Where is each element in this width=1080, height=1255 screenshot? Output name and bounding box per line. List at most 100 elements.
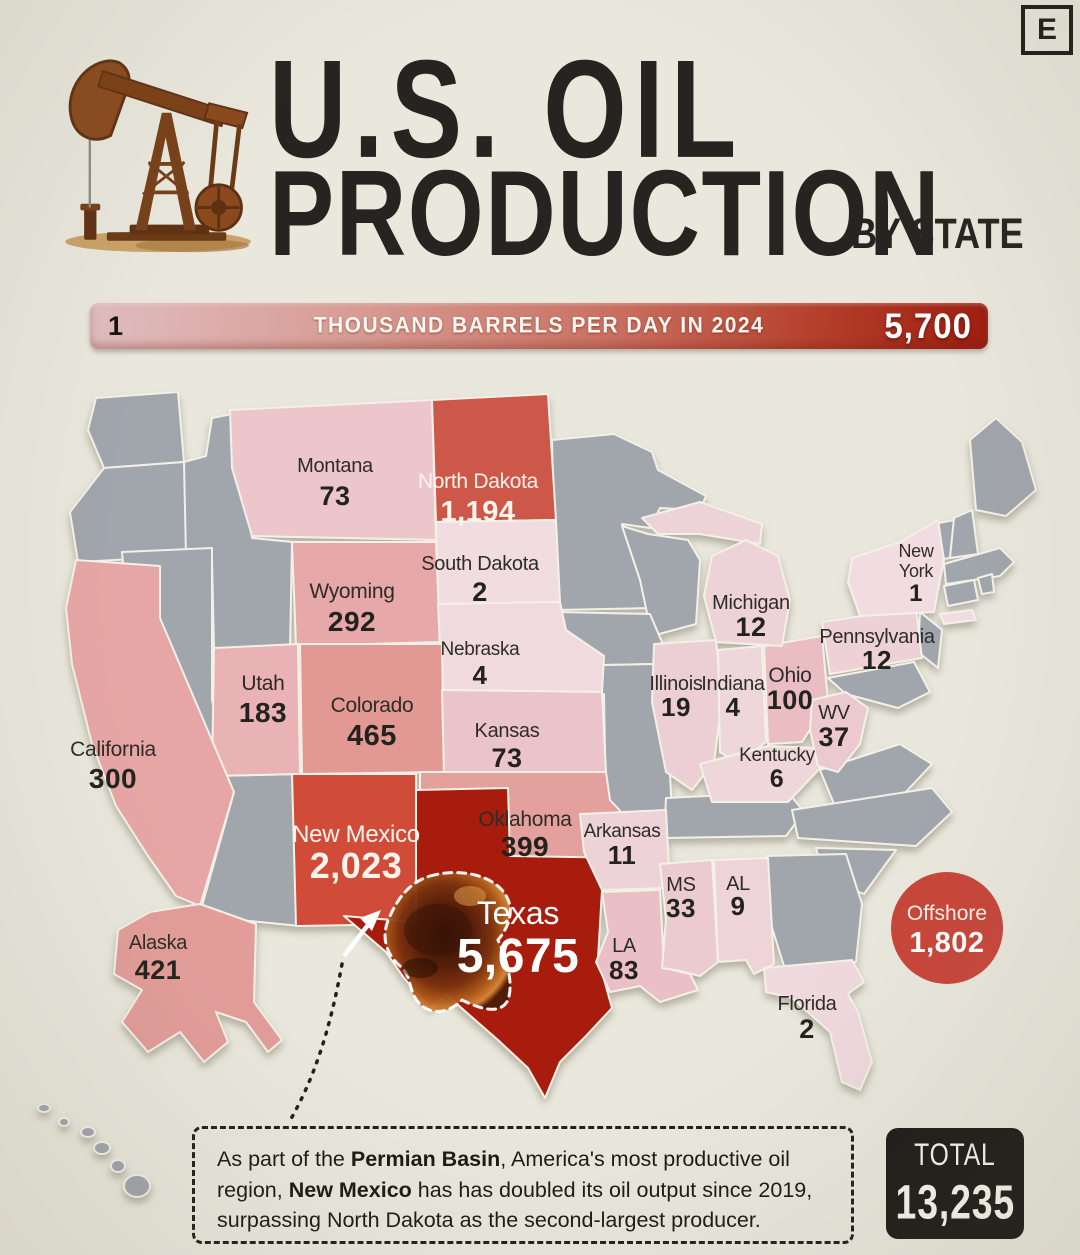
svg-text:12: 12 xyxy=(735,612,766,642)
svg-text:5,675: 5,675 xyxy=(457,930,580,983)
total-box: TOTAL 13,235 xyxy=(886,1128,1024,1239)
svg-text:New Mexico: New Mexico xyxy=(292,821,420,848)
svg-text:6: 6 xyxy=(770,765,784,793)
svg-text:Utah: Utah xyxy=(241,672,284,695)
state-shape-alaska xyxy=(113,903,283,1063)
svg-text:Pennsylvania: Pennsylvania xyxy=(819,626,936,648)
svg-text:WV: WV xyxy=(818,702,851,724)
svg-text:9: 9 xyxy=(731,891,746,921)
svg-text:Texas: Texas xyxy=(477,895,559,931)
state-label-al: AL9 xyxy=(726,873,750,921)
svg-text:33: 33 xyxy=(666,893,696,923)
state-shape-massachusetts xyxy=(943,547,1015,585)
state-shape-montana xyxy=(229,399,437,541)
svg-text:Alaska: Alaska xyxy=(129,932,188,954)
annotation-text-1: As part of the xyxy=(217,1147,351,1171)
state-shape-georgia xyxy=(763,853,863,967)
hawaii-islands xyxy=(37,1103,151,1198)
svg-text:83: 83 xyxy=(609,955,639,985)
permian-basin-highlight xyxy=(383,871,512,1013)
total-value: 13,235 xyxy=(895,1175,1015,1230)
svg-text:37: 37 xyxy=(818,722,849,752)
svg-text:Wyoming: Wyoming xyxy=(309,580,394,603)
offshore-label: Offshore xyxy=(907,902,987,925)
page-title-line2: PRODUCTION xyxy=(269,145,942,281)
svg-text:73: 73 xyxy=(491,743,522,773)
state-shape-florida xyxy=(763,959,873,1091)
svg-text:19: 19 xyxy=(661,692,691,722)
svg-text:421: 421 xyxy=(135,955,182,985)
offshore-badge: Offshore 1,802 xyxy=(891,872,1003,984)
state-shape-wisconsin xyxy=(621,525,701,637)
state-label-colorado: Colorado 465 xyxy=(331,694,414,752)
svg-text:Nebraska: Nebraska xyxy=(441,639,521,660)
state-label-montana: Montana 73 xyxy=(297,455,374,511)
svg-text:LA: LA xyxy=(612,935,637,957)
page-subtitle: BY STATE xyxy=(851,210,1024,258)
legend-max-value: 5,700 xyxy=(884,305,972,346)
state-shape-long-island xyxy=(939,609,977,625)
state-shape-mississippi xyxy=(659,859,719,977)
state-shape-maine xyxy=(969,417,1037,517)
svg-text:Arkansas: Arkansas xyxy=(584,821,661,842)
annotation-text-5: has has doubled its oil output since 201… xyxy=(217,1177,813,1233)
svg-text:AL: AL xyxy=(726,873,750,895)
svg-text:465: 465 xyxy=(347,720,397,752)
svg-text:2: 2 xyxy=(799,1014,815,1044)
state-shape-maryland xyxy=(827,661,931,709)
state-shape-new-hampshire xyxy=(949,509,979,559)
svg-text:300: 300 xyxy=(89,763,137,794)
annotation-text-3: , America's most productive oil region, xyxy=(217,1147,790,1202)
state-shape-new-york xyxy=(847,519,945,617)
page-title-line1: U.S. OIL xyxy=(269,32,744,188)
svg-text:Michigan: Michigan xyxy=(712,592,790,614)
svg-text:2,023: 2,023 xyxy=(310,845,403,886)
total-label: TOTAL xyxy=(914,1137,996,1173)
e-badge: E xyxy=(1021,5,1073,55)
state-shape-west-virginia xyxy=(809,691,869,773)
svg-text:100: 100 xyxy=(767,685,814,715)
svg-text:Colorado: Colorado xyxy=(331,694,414,717)
svg-text:1,194: 1,194 xyxy=(440,496,515,528)
color-scale-legend: 1 THOUSAND BARRELS PER DAY IN 2024 5,700 xyxy=(90,303,988,349)
annotation-leader-line xyxy=(286,962,344,1126)
svg-text:California: California xyxy=(70,738,156,761)
svg-text:Florida: Florida xyxy=(777,993,837,1015)
state-shape-rhode-island xyxy=(977,573,995,595)
state-shape-washington xyxy=(87,391,185,469)
state-shape-connecticut xyxy=(943,579,979,607)
svg-text:183: 183 xyxy=(239,697,287,728)
state-shape-oregon xyxy=(69,461,191,563)
svg-text:South Dakota: South Dakota xyxy=(421,553,540,575)
svg-text:Montana: Montana xyxy=(297,455,374,477)
permian-arrow-icon xyxy=(342,910,381,958)
state-label-north-dakota: North Dakota 1,194 xyxy=(418,470,539,528)
offshore-value: 1,802 xyxy=(909,927,984,959)
svg-text:New: New xyxy=(898,541,934,561)
svg-text:12: 12 xyxy=(862,645,892,675)
state-label-wyoming: Wyoming 292 xyxy=(309,580,395,637)
